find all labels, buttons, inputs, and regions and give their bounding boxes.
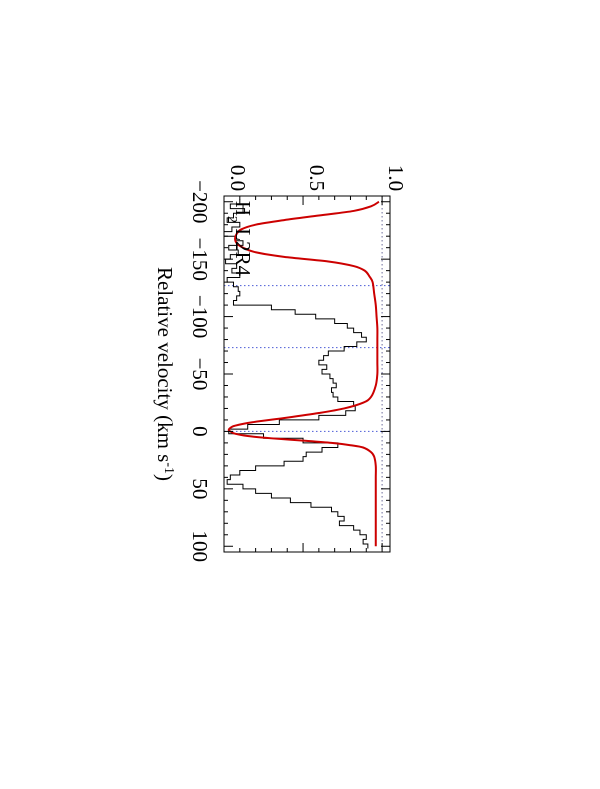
line-label-transition: L2R4 [231, 223, 255, 277]
velocity-tick-label: −50 [188, 358, 212, 391]
line-label-species: H [231, 201, 255, 216]
model-fit-line [227, 200, 380, 547]
velocity-tick-label: −200 [188, 180, 212, 223]
velocity-tick-label: −100 [188, 295, 212, 338]
line-label-subscript: 2 [224, 216, 239, 223]
flux-tick-label: 1.0 [384, 165, 408, 191]
velocity-tick-label: 100 [188, 531, 212, 563]
velocity-axis-label-superscript: -1 [162, 462, 177, 474]
velocity-axis-label-end: ) [153, 474, 177, 481]
velocity-tick-label: 50 [188, 478, 212, 499]
line-identification-label: H2 L2R4 [224, 201, 255, 277]
velocity-tick-label: −150 [188, 237, 212, 280]
velocity-tick-label: 0 [188, 426, 212, 437]
axes [223, 195, 391, 553]
flux-tick-label: 0.0 [226, 165, 250, 191]
labels: −200 −150 −100 −50 0 50 100 0.0 0.5 1.0 Relative v… [153, 165, 408, 562]
velocity-axis-label-text: Relative velocity (km s [153, 267, 177, 462]
velocity-axis-label: Relative velocity (km s-1) [153, 267, 177, 481]
flux-tick-label: 0.5 [305, 165, 329, 191]
